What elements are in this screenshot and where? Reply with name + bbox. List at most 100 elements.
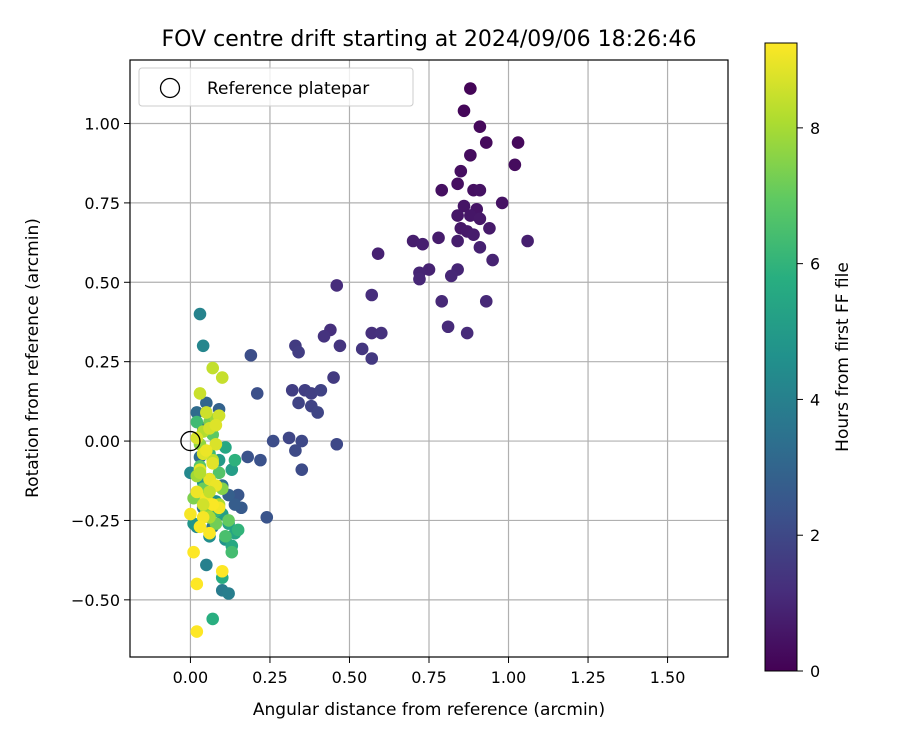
data-point	[511, 136, 525, 149]
x-tick-label: 0.50	[332, 668, 368, 687]
data-point	[212, 409, 226, 422]
colorbar-tick-label: 4	[810, 390, 820, 409]
data-point	[225, 463, 239, 476]
y-tick-label: 1.00	[84, 115, 120, 134]
data-point	[451, 177, 464, 191]
data-point	[250, 387, 264, 400]
data-point	[200, 558, 213, 572]
data-point	[219, 441, 232, 454]
data-point	[254, 453, 267, 467]
data-point	[215, 371, 229, 384]
data-point	[190, 577, 204, 591]
data-point	[292, 396, 305, 410]
y-tick-label: 0.00	[84, 432, 120, 451]
data-point	[200, 406, 213, 419]
data-point	[241, 450, 254, 464]
grid-lines	[130, 60, 728, 657]
data-point	[432, 231, 445, 245]
data-point	[314, 383, 328, 397]
colorbar: 0 2 4 6 8 Hours from first FF file	[764, 42, 853, 681]
legend-marker-icon	[159, 77, 181, 99]
reference-platepar-marker	[180, 430, 201, 452]
data-point	[225, 545, 239, 559]
data-point	[305, 387, 318, 400]
data-point	[521, 234, 534, 248]
y-tick-label: 0.50	[84, 273, 120, 292]
data-point	[203, 485, 216, 499]
data-point	[193, 466, 207, 480]
data-point	[200, 396, 213, 410]
data-point	[295, 434, 309, 448]
data-point	[292, 345, 305, 359]
data-point	[406, 234, 420, 248]
data-point	[508, 158, 522, 172]
colorbar-gradient	[764, 42, 798, 672]
data-point	[444, 269, 458, 283]
data-point	[473, 120, 487, 133]
data-point	[451, 209, 464, 222]
data-point	[228, 453, 242, 467]
data-point	[464, 209, 477, 222]
y-axis-ticks: −0.50 −0.25 0.00 0.25 0.50 0.75 1.00	[71, 115, 130, 610]
data-point	[190, 625, 204, 638]
legend-box	[138, 67, 414, 107]
data-point	[374, 326, 388, 340]
data-point	[413, 272, 426, 286]
data-point	[190, 415, 204, 429]
x-tick-label: 0.25	[252, 668, 288, 687]
data-point	[260, 510, 274, 524]
colorbar-tick-label: 2	[810, 526, 820, 545]
y-tick-label: −0.25	[71, 511, 120, 530]
data-point	[311, 406, 324, 419]
x-tick-label: 1.50	[650, 668, 686, 687]
y-tick-label: 0.75	[84, 194, 120, 213]
data-point	[209, 418, 223, 432]
data-point	[203, 526, 216, 540]
data-point	[196, 339, 210, 353]
data-point	[317, 329, 331, 343]
colorbar-tick-label: 8	[810, 119, 820, 138]
data-points	[184, 82, 534, 638]
colorbar-tick-label: 0	[810, 662, 820, 681]
data-point	[206, 498, 220, 511]
data-point	[495, 196, 509, 210]
x-axis-ticks: 0.00 0.25 0.50 0.75 1.00 1.25 1.50	[173, 657, 686, 687]
data-point	[196, 510, 210, 524]
data-point	[435, 295, 449, 308]
data-point	[441, 320, 455, 334]
data-point	[330, 437, 344, 451]
data-point	[464, 82, 477, 95]
data-point	[371, 247, 385, 261]
data-point	[333, 339, 347, 353]
x-axis-label: Angular distance from reference (arcmin)	[253, 700, 605, 720]
data-point	[222, 587, 235, 600]
data-point	[435, 183, 449, 197]
data-point	[193, 387, 207, 400]
data-point	[206, 361, 220, 375]
data-point	[451, 234, 464, 248]
legend: Reference platepar	[138, 67, 414, 107]
data-point	[295, 463, 309, 476]
data-point	[266, 434, 280, 448]
data-point	[193, 307, 207, 321]
data-point	[206, 612, 220, 626]
data-point	[473, 212, 487, 226]
data-point	[464, 148, 477, 162]
data-point	[193, 520, 207, 534]
data-point	[483, 222, 496, 235]
x-tick-label: 0.00	[173, 668, 209, 687]
data-point	[460, 326, 474, 340]
data-point	[457, 104, 471, 118]
data-point	[473, 183, 487, 197]
data-point	[200, 444, 213, 457]
y-tick-label: 0.25	[84, 353, 120, 372]
data-point	[355, 342, 369, 356]
data-point	[486, 253, 499, 267]
data-point	[231, 488, 245, 502]
legend-entry-reference: Reference platepar	[207, 79, 369, 99]
data-point	[467, 228, 480, 241]
data-point	[327, 371, 340, 384]
data-point	[416, 237, 429, 251]
data-point	[457, 199, 471, 213]
